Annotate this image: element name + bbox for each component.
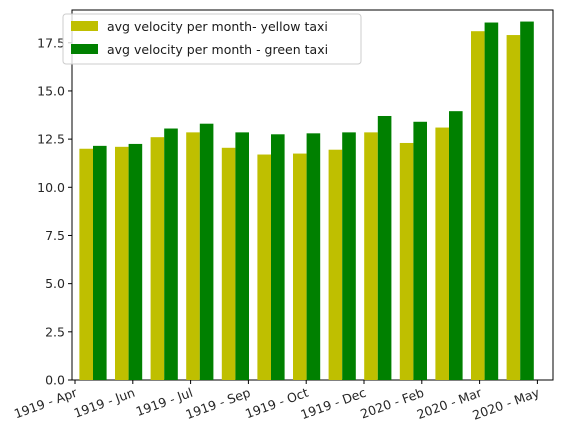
x-tick-label: 2020 - May <box>470 385 542 423</box>
bar-green-11 <box>449 111 463 381</box>
bar-yellow-12 <box>471 31 485 380</box>
bar-yellow-5 <box>221 147 236 380</box>
y-tick-label: 17.5 <box>37 35 65 50</box>
x-tick-label: 1919 - Jun <box>72 385 137 421</box>
y-axis: 0.0 2.5 5.0 7.5 10.0 12.5 15.0 17.5 <box>37 35 72 388</box>
x-tick-label: 2020 - Feb <box>358 385 426 422</box>
bar-yellow-8 <box>328 149 343 380</box>
bar-yellow-3 <box>150 137 165 380</box>
bar-green-4 <box>199 123 214 380</box>
bar-yellow-6 <box>257 154 271 380</box>
legend-box <box>62 13 362 65</box>
bar-green-6 <box>271 134 285 380</box>
y-tick-label: 10.0 <box>37 180 65 195</box>
x-tick-label: 1919 - Dec <box>299 385 369 423</box>
x-tick-label: 1919 - Sep <box>184 385 253 422</box>
bar-yellow-2 <box>115 146 129 380</box>
bar-green-2 <box>128 143 143 380</box>
legend-label-yellow: avg velocity per month- yellow taxi <box>107 19 328 34</box>
bar-green-12 <box>484 22 499 381</box>
y-tick-label: 7.5 <box>45 228 65 243</box>
bar-green-7 <box>306 133 321 380</box>
y-tick-label: 5.0 <box>45 276 65 291</box>
bar-green-8 <box>342 132 356 380</box>
bar-yellow-10 <box>399 142 414 380</box>
bar-yellow-1 <box>79 148 93 380</box>
bar-green-9 <box>377 115 392 381</box>
bar-yellow-13 <box>506 35 521 381</box>
bars-layer <box>79 21 534 381</box>
bar-green-1 <box>93 145 107 380</box>
legend-label-green: avg velocity per month - green taxi <box>107 42 328 57</box>
bar-green-3 <box>164 128 178 380</box>
legend: avg velocity per month- yellow taxi avg … <box>62 13 362 65</box>
legend-swatch-yellow <box>71 21 98 31</box>
bar-yellow-7 <box>293 153 307 380</box>
bar-yellow-4 <box>186 132 200 380</box>
legend-swatch-green <box>71 44 98 54</box>
bar-yellow-11 <box>435 127 449 380</box>
y-tick-label: 2.5 <box>45 324 65 339</box>
x-tick-label: 1919 - Apr <box>12 384 80 421</box>
y-tick-label: 0.0 <box>45 373 65 388</box>
y-tick-label: 15.0 <box>37 83 65 98</box>
y-tick-label: 12.5 <box>37 132 65 147</box>
bar-yellow-9 <box>364 132 378 380</box>
bar-green-10 <box>413 121 427 381</box>
bar-green-5 <box>235 132 249 380</box>
bar-green-13 <box>520 21 534 381</box>
x-tick-label: 1919 - Oct <box>243 385 310 422</box>
